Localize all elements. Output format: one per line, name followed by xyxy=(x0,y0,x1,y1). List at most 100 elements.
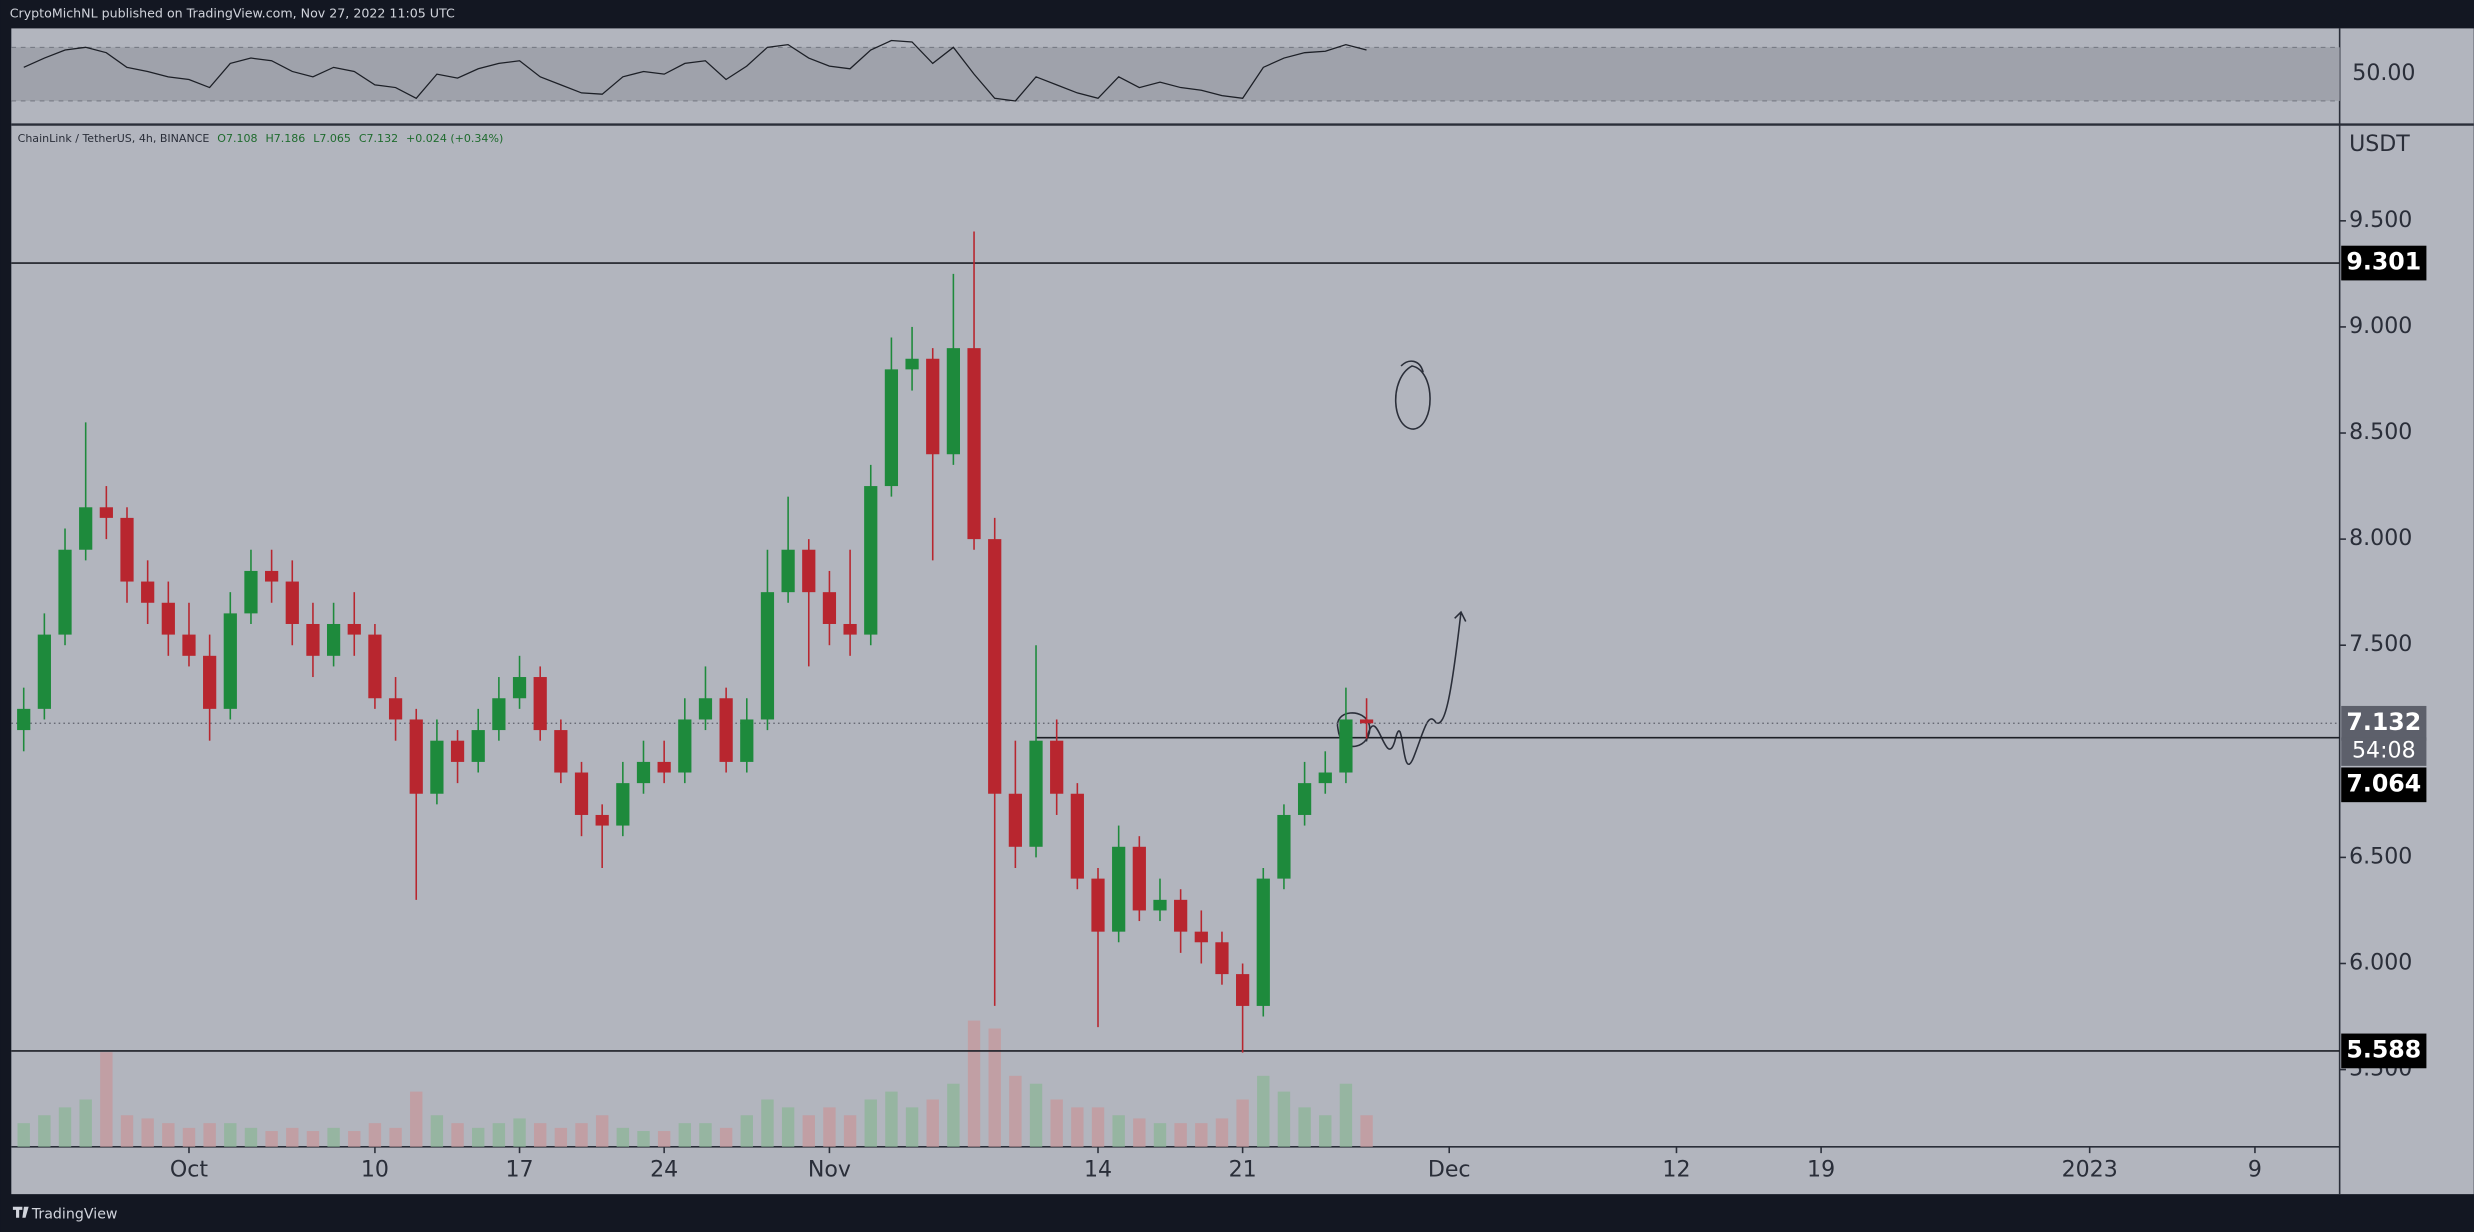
volume-bar xyxy=(410,1091,423,1147)
candle-body xyxy=(1339,719,1353,773)
candle-body xyxy=(203,655,217,709)
y-tick-label: 9.500 xyxy=(2349,208,2412,233)
y-tick-label: 8.500 xyxy=(2349,420,2412,445)
legend-value: O7.108 xyxy=(217,132,257,145)
volume-bar xyxy=(926,1099,939,1147)
candle-body xyxy=(1318,772,1332,784)
volume-bar xyxy=(1153,1123,1167,1147)
candle-body xyxy=(864,486,878,635)
candle-body xyxy=(760,592,775,720)
volume-bar xyxy=(1050,1099,1063,1147)
candle-body xyxy=(471,730,485,762)
candle-body xyxy=(368,634,382,699)
volume-bar xyxy=(657,1131,671,1147)
candle-body xyxy=(1194,931,1208,943)
current-price-tag-bg xyxy=(2341,705,2427,741)
current-price-tag: 7.132 xyxy=(2346,708,2421,736)
currency-label: USDT xyxy=(2349,132,2410,157)
logo xyxy=(12,1206,29,1218)
rsi-band xyxy=(11,47,2340,101)
volume-bar xyxy=(244,1127,258,1147)
y-tick-label: 9.000 xyxy=(2349,314,2412,339)
x-tick-label: 9 xyxy=(2248,1157,2262,1182)
candle-body xyxy=(1132,846,1146,911)
volume-bar xyxy=(120,1115,134,1147)
volume-bar xyxy=(905,1107,919,1147)
volume-bar xyxy=(38,1115,51,1147)
candle-body xyxy=(1256,878,1270,1006)
level-tag-bg xyxy=(2341,1033,2427,1069)
candle-body xyxy=(946,348,960,455)
candle-body xyxy=(141,581,155,603)
candle-body xyxy=(1297,783,1312,815)
volume-bar xyxy=(616,1127,630,1147)
level-tag-bg xyxy=(2341,767,2427,803)
candle-body xyxy=(1029,740,1043,847)
volume-bar xyxy=(802,1115,815,1147)
legend-value: +0.024 (+0.34%) xyxy=(406,132,503,145)
volume-bar xyxy=(58,1107,72,1147)
x-tick-label: Dec xyxy=(1428,1157,1471,1182)
volume-bar xyxy=(885,1091,898,1147)
x-tick-label: Nov xyxy=(808,1157,851,1182)
volume-bar xyxy=(265,1131,278,1147)
volume-bar xyxy=(761,1099,774,1147)
candle-body xyxy=(1236,974,1250,1006)
volume-bar xyxy=(203,1123,216,1147)
volume-bar xyxy=(141,1118,154,1147)
volume-bar xyxy=(182,1127,196,1147)
candle-body xyxy=(326,623,341,656)
countdown-bg xyxy=(2341,737,2427,766)
volume-bar xyxy=(781,1107,795,1147)
candle-body xyxy=(161,602,175,635)
candle-body xyxy=(285,581,299,624)
volume-bar xyxy=(1029,1083,1043,1147)
volume-bar xyxy=(1319,1115,1332,1147)
candle-body xyxy=(388,698,403,720)
volume-bar xyxy=(988,1028,1001,1147)
volume-bar xyxy=(327,1127,340,1147)
volume-bar xyxy=(1298,1107,1311,1147)
level-tag: 7.064 xyxy=(2346,769,2421,797)
candle-body xyxy=(79,507,93,550)
countdown: 54:08 xyxy=(2352,739,2416,764)
candle-body xyxy=(99,507,113,518)
volume-bar xyxy=(79,1099,92,1147)
candle-body xyxy=(17,708,31,731)
x-tick-label: 17 xyxy=(505,1157,533,1182)
legend-symbol: ChainLink / TetherUS, 4h, BINANCE xyxy=(18,132,210,145)
volume-bar xyxy=(513,1118,526,1147)
volume-bar xyxy=(368,1123,382,1147)
candle-body xyxy=(926,358,940,455)
candle-body xyxy=(1174,899,1188,932)
candle-body xyxy=(533,677,547,731)
candle-body xyxy=(554,730,568,773)
scribble-circle xyxy=(1394,360,1431,430)
x-tick-label: 19 xyxy=(1807,1157,1835,1182)
volume-bar xyxy=(864,1099,877,1147)
rsi-tick-label: 50.00 xyxy=(2352,61,2415,86)
candle-body xyxy=(719,698,733,762)
candle-body xyxy=(450,740,465,762)
candle-body xyxy=(1277,814,1291,879)
volume-bar xyxy=(823,1107,836,1147)
volume-bar xyxy=(1236,1099,1249,1147)
candle-body xyxy=(698,698,713,720)
volume-bar xyxy=(1257,1075,1270,1147)
candle-body xyxy=(1070,793,1084,879)
candle-body xyxy=(781,549,795,593)
volume-bar xyxy=(595,1115,609,1147)
legend: ChainLink / TetherUS, 4h, BINANCE O7.108 H… xyxy=(18,132,504,145)
candle-body xyxy=(244,570,258,614)
level-tag-bg xyxy=(2341,245,2427,281)
volume-bar xyxy=(533,1123,547,1147)
volume-bar xyxy=(224,1123,237,1147)
candle-body xyxy=(595,814,609,826)
volume-bar xyxy=(1195,1123,1208,1147)
volume-bar xyxy=(719,1127,733,1147)
candle-body xyxy=(306,623,320,656)
rsi-line xyxy=(23,39,1367,102)
legend-value: L7.065 xyxy=(313,132,351,145)
candle-body xyxy=(223,613,237,709)
